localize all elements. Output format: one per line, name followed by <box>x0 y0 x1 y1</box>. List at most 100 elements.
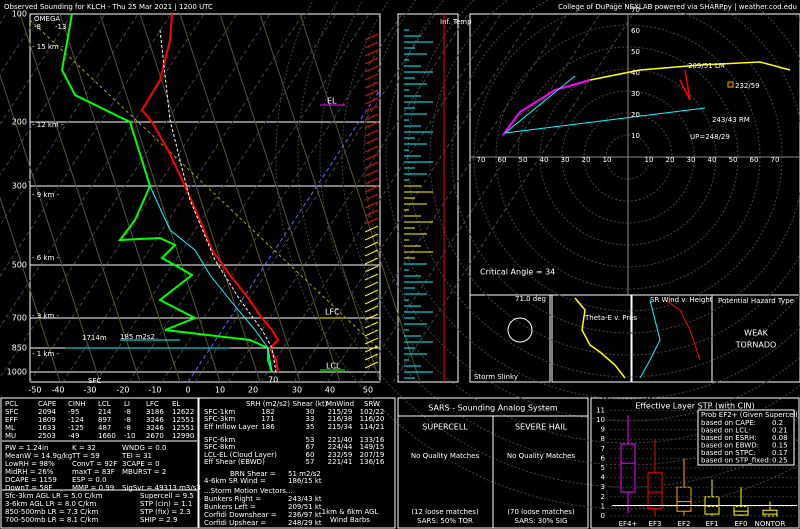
label: 30 <box>687 156 696 164</box>
label: 7 <box>601 445 605 453</box>
label: 214 <box>98 408 112 416</box>
label: ESP = 0.0 <box>72 476 107 484</box>
label: 30 <box>292 386 302 395</box>
frames <box>0 13 800 529</box>
barb <box>364 241 379 249</box>
isotherm <box>326 13 568 383</box>
label: EFF <box>5 416 17 424</box>
box <box>762 509 778 517</box>
label: SHIP = 2.9 <box>140 516 177 524</box>
label: 10 <box>603 156 612 164</box>
barb <box>364 73 379 81</box>
barb <box>364 177 379 185</box>
label: STP (cin) = 1.1 <box>140 500 192 508</box>
label: SFC <box>88 377 101 385</box>
label: 40 <box>631 69 640 77</box>
wetbulb-profile <box>149 185 273 373</box>
label: 4-6km SR Wind = <box>204 477 266 485</box>
label: 10 <box>215 386 225 395</box>
dewpoint-profile <box>60 13 273 373</box>
label: SFC-3km <box>204 415 235 423</box>
label: 0.21 <box>772 427 788 435</box>
isotherm <box>194 13 436 383</box>
label: SRH (m2/s2) <box>246 400 290 408</box>
label: 207/19 <box>360 451 385 459</box>
label: SARS: 50% TOR <box>417 517 473 525</box>
label: Observed Sounding for KLCH - Thu 25 Mar … <box>4 3 213 11</box>
label: 30 <box>306 408 315 416</box>
label: 224/44 <box>328 443 353 451</box>
label: 3 <box>601 483 605 491</box>
barb <box>364 153 379 161</box>
label: 60 <box>631 27 640 35</box>
label: EF0 <box>735 520 748 528</box>
box <box>647 472 663 509</box>
hazard-value: TORNADO <box>735 341 777 350</box>
label: WNDG = 0.0 <box>122 444 166 452</box>
label: Supercell = 9.5 <box>140 492 194 500</box>
label: LI <box>124 400 130 408</box>
label: 200 <box>12 118 27 127</box>
label: 243/43 RM <box>712 116 750 124</box>
label: 53 <box>306 436 315 444</box>
label: Bunkers Right = <box>204 495 261 503</box>
label: -8 <box>124 408 131 416</box>
barb <box>364 249 379 257</box>
barb <box>364 337 379 345</box>
label: Shear (kt) <box>293 400 328 408</box>
label: ML <box>5 424 15 432</box>
label: Theta-E v. Pres <box>584 314 637 322</box>
label: 70 <box>268 376 278 385</box>
label: Storm Slinky <box>474 373 518 381</box>
label: 149/15 <box>360 443 385 451</box>
label: 0.08 <box>772 434 788 442</box>
isotherm <box>0 13 172 278</box>
barb <box>364 129 379 137</box>
label: 10 <box>596 416 605 424</box>
barb <box>364 313 379 321</box>
ring <box>297 0 800 488</box>
dry-adiabat <box>139 13 261 383</box>
dry-adiabat <box>259 13 381 383</box>
label: Corfidi Downshear = <box>204 511 277 519</box>
label: 300 <box>12 182 27 191</box>
label: DCAPE = 1159 <box>5 476 57 484</box>
label: 8 <box>601 435 605 443</box>
label: 70 <box>771 156 780 164</box>
label: 6 <box>601 454 606 462</box>
trop <box>29 19 381 351</box>
barb <box>364 361 379 369</box>
label: MU <box>5 432 16 440</box>
label: 0 <box>185 386 190 395</box>
label: 4 <box>601 474 606 482</box>
effective-inflow <box>504 75 576 134</box>
label: SFC-6km <box>204 436 235 444</box>
label: 0 <box>601 512 605 520</box>
label: 232/59 <box>735 82 760 90</box>
label: based on ESRH: <box>701 434 757 442</box>
hodograph-trace <box>502 79 591 136</box>
label: 12622 <box>172 408 194 416</box>
dry-adiabat <box>99 13 221 383</box>
label: 700 <box>12 314 27 323</box>
label: 70 <box>631 6 640 14</box>
dry-adiabat <box>0 73 101 383</box>
label: 114/21 <box>360 423 385 431</box>
label: 1km & 6km AGL <box>322 508 379 516</box>
dry-adiabat <box>0 196 61 383</box>
label: EL <box>172 400 180 408</box>
dry-adiabat <box>59 13 181 383</box>
label: EF2 <box>678 520 691 528</box>
dry-adiabat <box>179 13 301 383</box>
label: maxT = 83F <box>72 468 115 476</box>
label: 3246 <box>146 424 164 432</box>
label: College of DuPage NEXLAB powered via SHA… <box>558 3 797 11</box>
label: MMP = 0.99 <box>72 484 114 492</box>
label: LCL <box>98 400 111 408</box>
label: 2094 <box>38 408 56 416</box>
stp-boxes <box>620 415 778 517</box>
barb <box>364 289 379 297</box>
label: 236/97 kt <box>288 511 322 519</box>
label: 9 <box>601 426 605 434</box>
